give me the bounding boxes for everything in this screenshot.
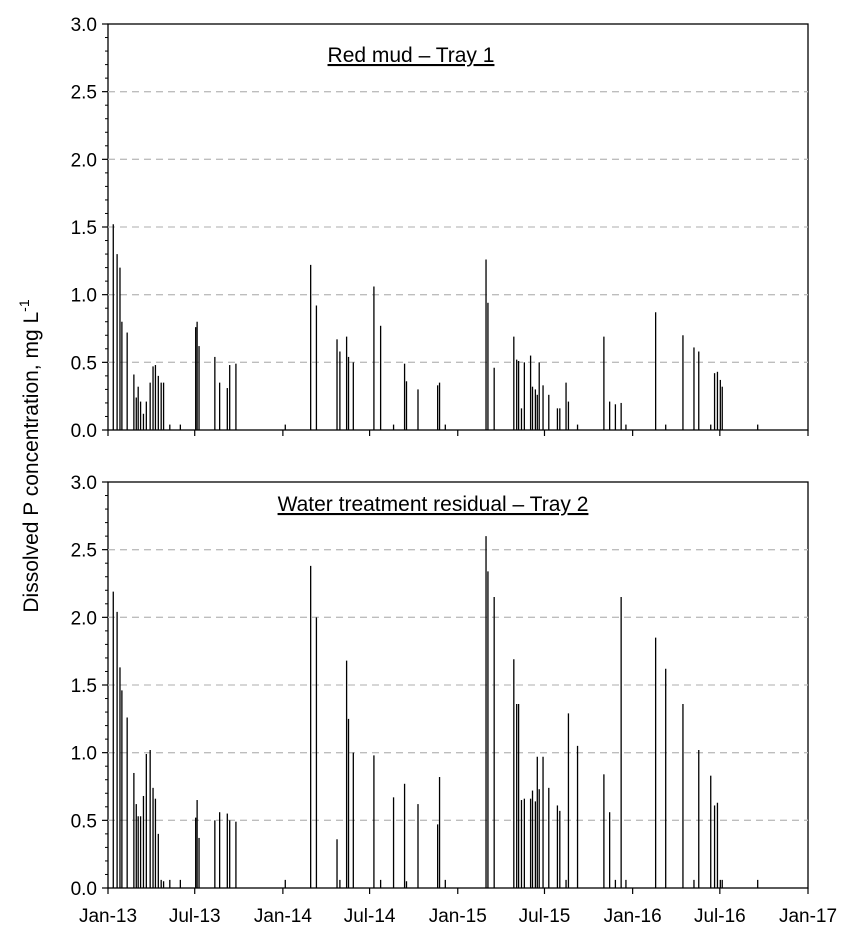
y-tick-label: 0.0 xyxy=(71,879,97,900)
y-tick-label: 1.0 xyxy=(71,286,97,307)
gridlines xyxy=(108,549,808,821)
y-tick-label: 3.0 xyxy=(71,15,97,36)
x-tick-label: Jul-13 xyxy=(169,906,221,927)
y-tick-label: 1.5 xyxy=(71,218,97,239)
x-tick-label: Jul-15 xyxy=(519,906,571,927)
x-axis-labels: Jan-13 Jul-13 Jan-14 Jul-14 Jan-15 Jul-15 Jan-… xyxy=(79,906,837,927)
x-axis-ticks xyxy=(107,888,809,894)
panel-title: Red mud – Tray 1 xyxy=(328,44,495,67)
x-tick-label: Jul-16 xyxy=(694,906,746,927)
y-tick-label: 2.0 xyxy=(71,608,97,629)
x-tick-label: Jan-13 xyxy=(79,906,137,927)
panel-red-mud-tray-1: 0.0 0.5 1.0 1.5 2.0 2.5 3.0 Red mud – Tray 1 xyxy=(71,15,809,442)
gridlines xyxy=(108,91,808,363)
y-tick-label: 2.5 xyxy=(71,541,97,562)
y-axis-ticks: 0.0 0.5 1.0 1.5 2.0 2.5 3.0 xyxy=(71,473,108,900)
x-tick-label: Jan-15 xyxy=(429,906,487,927)
panel-water-treatment-residual-tray-2: 0.0 0.5 1.0 1.5 2.0 2.5 3.0 Water treatment re… xyxy=(71,473,809,900)
y-axis-title-superscript: -1 xyxy=(16,299,32,312)
y-tick-label: 0.0 xyxy=(71,421,97,442)
x-tick-label: Jan-16 xyxy=(604,906,662,927)
y-tick-label: 0.5 xyxy=(71,353,97,374)
bar-series xyxy=(112,536,759,888)
y-axis-ticks: 0.0 0.5 1.0 1.5 2.0 2.5 3.0 xyxy=(71,15,108,442)
y-axis-title-text: Dissolved P concentration, mg L xyxy=(20,312,43,613)
bar-series xyxy=(112,224,759,430)
y-tick-label: 1.5 xyxy=(71,676,97,697)
x-tick-label: Jan-14 xyxy=(254,906,313,927)
y-tick-label: 0.5 xyxy=(71,811,97,832)
x-tick-label: Jan-17 xyxy=(779,906,837,927)
y-tick-label: 2.0 xyxy=(71,150,97,171)
x-axis-ticks xyxy=(107,430,809,436)
x-tick-label: Jul-14 xyxy=(344,906,396,927)
y-tick-label: 3.0 xyxy=(71,473,97,494)
y-axis-title: Dissolved P concentration, mg L-1 xyxy=(16,299,43,612)
panel-title: Water treatment residual – Tray 2 xyxy=(278,493,589,516)
y-tick-label: 2.5 xyxy=(71,83,97,104)
y-tick-label: 1.0 xyxy=(71,744,97,765)
